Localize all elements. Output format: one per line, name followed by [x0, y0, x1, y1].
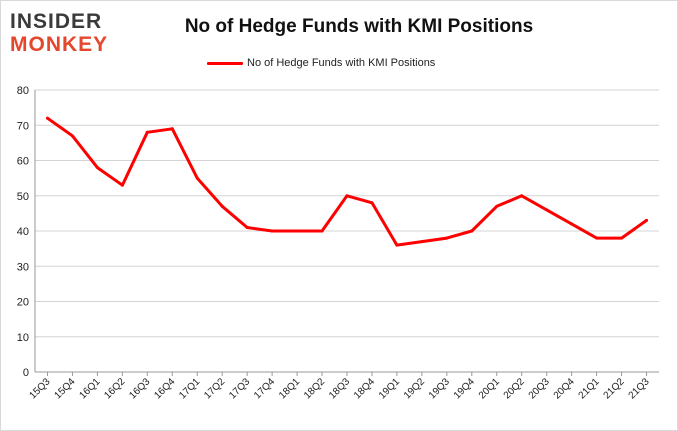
data-point-18Q3	[345, 194, 349, 198]
data-point-18Q4	[370, 201, 374, 205]
gridlines	[35, 89, 659, 338]
x-tick-label-18Q3: 18Q3	[327, 376, 352, 401]
data-point-21Q2	[620, 236, 624, 240]
x-tick-label-20Q3: 20Q3	[527, 376, 552, 401]
data-point-16Q4	[170, 127, 174, 131]
insider-monkey-logo: INSIDER MONKEY	[9, 7, 127, 56]
y-tick-label-0: 0	[23, 367, 29, 379]
data-point-20Q1	[495, 204, 499, 208]
x-tick-labels: 15Q3 15Q4 16Q1 16Q2 16Q3 16Q4 17Q1 17Q2 17Q3 17Q4…	[28, 376, 652, 401]
x-tick-label-19Q4: 19Q4	[452, 376, 477, 401]
data-point-17Q2	[220, 204, 224, 208]
logo-text-insider: INSIDER	[10, 10, 102, 33]
data-point-18Q2	[320, 229, 324, 233]
x-tick-label-15Q3: 15Q3	[28, 376, 53, 401]
data-point-15Q3	[45, 116, 49, 120]
data-point-20Q4	[570, 222, 574, 226]
x-tick-label-18Q2: 18Q2	[302, 376, 327, 401]
axes	[34, 90, 659, 376]
y-tick-label-20: 20	[17, 297, 29, 309]
data-point-21Q1	[595, 236, 599, 240]
y-tick-label-70: 70	[17, 120, 29, 132]
y-tick-label-80: 80	[17, 85, 29, 97]
data-point-17Q1	[195, 176, 199, 180]
x-tick-label-19Q3: 19Q3	[427, 376, 452, 401]
x-tick-label-16Q3: 16Q3	[127, 376, 152, 401]
x-tick-label-19Q2: 19Q2	[402, 376, 427, 401]
x-tick-label-20Q4: 20Q4	[552, 376, 577, 401]
data-point-20Q3	[545, 208, 549, 212]
x-tick-label-17Q1: 17Q1	[177, 376, 202, 401]
y-tick-label-50: 50	[17, 191, 29, 203]
x-tick-label-16Q4: 16Q4	[152, 376, 177, 401]
x-tick-label-17Q4: 17Q4	[252, 376, 277, 401]
legend-label: No of Hedge Funds with KMI Positions	[247, 57, 436, 69]
series-line-0	[46, 116, 648, 247]
x-tick-label-18Q1: 18Q1	[277, 376, 302, 401]
legend: No of Hedge Funds with KMI Positions	[207, 53, 497, 73]
y-tick-label-40: 40	[17, 226, 29, 238]
logo-text-monkey: MONKEY	[10, 33, 108, 55]
x-tick-label-20Q2: 20Q2	[502, 376, 527, 401]
legend-swatch	[207, 61, 243, 65]
x-tick-label-17Q2: 17Q2	[202, 376, 227, 401]
series-layer	[45, 116, 649, 247]
data-point-15Q4	[70, 134, 74, 138]
x-tick-label-16Q1: 16Q1	[77, 376, 102, 401]
data-point-19Q1	[395, 243, 399, 247]
x-tick-label-19Q1: 19Q1	[377, 376, 402, 401]
data-point-16Q1	[95, 166, 99, 170]
data-point-16Q3	[145, 130, 149, 134]
x-tick-label-17Q3: 17Q3	[227, 376, 252, 401]
data-point-19Q4	[470, 229, 474, 233]
y-tick-label-60: 60	[17, 156, 29, 168]
x-tick-label-20Q1: 20Q1	[477, 376, 502, 401]
logo-graphic: INSIDER MONKEY	[10, 10, 108, 56]
data-point-17Q4	[270, 229, 274, 233]
x-tick-label-18Q4: 18Q4	[352, 376, 377, 401]
data-point-20Q2	[520, 194, 524, 198]
y-tick-label-30: 30	[17, 261, 29, 273]
data-point-21Q3	[645, 218, 649, 222]
x-tick-label-16Q2: 16Q2	[102, 376, 127, 401]
data-point-19Q3	[445, 236, 449, 240]
data-point-17Q3	[245, 225, 249, 229]
data-point-19Q2	[420, 240, 424, 244]
x-tick-label-21Q3: 21Q3	[627, 376, 652, 401]
x-tick-label-21Q1: 21Q1	[577, 376, 602, 401]
x-tick-label-15Q4: 15Q4	[52, 376, 77, 401]
data-point-18Q1	[295, 229, 299, 233]
data-point-16Q2	[120, 183, 124, 187]
chart-title: No of Hedge Funds with KMI Positions	[184, 16, 534, 37]
x-tick-label-21Q2: 21Q2	[602, 376, 627, 401]
y-tick-label-10: 10	[17, 332, 29, 344]
y-tick-labels: 0 10 20 30 40 50 60 70 80	[17, 85, 29, 379]
